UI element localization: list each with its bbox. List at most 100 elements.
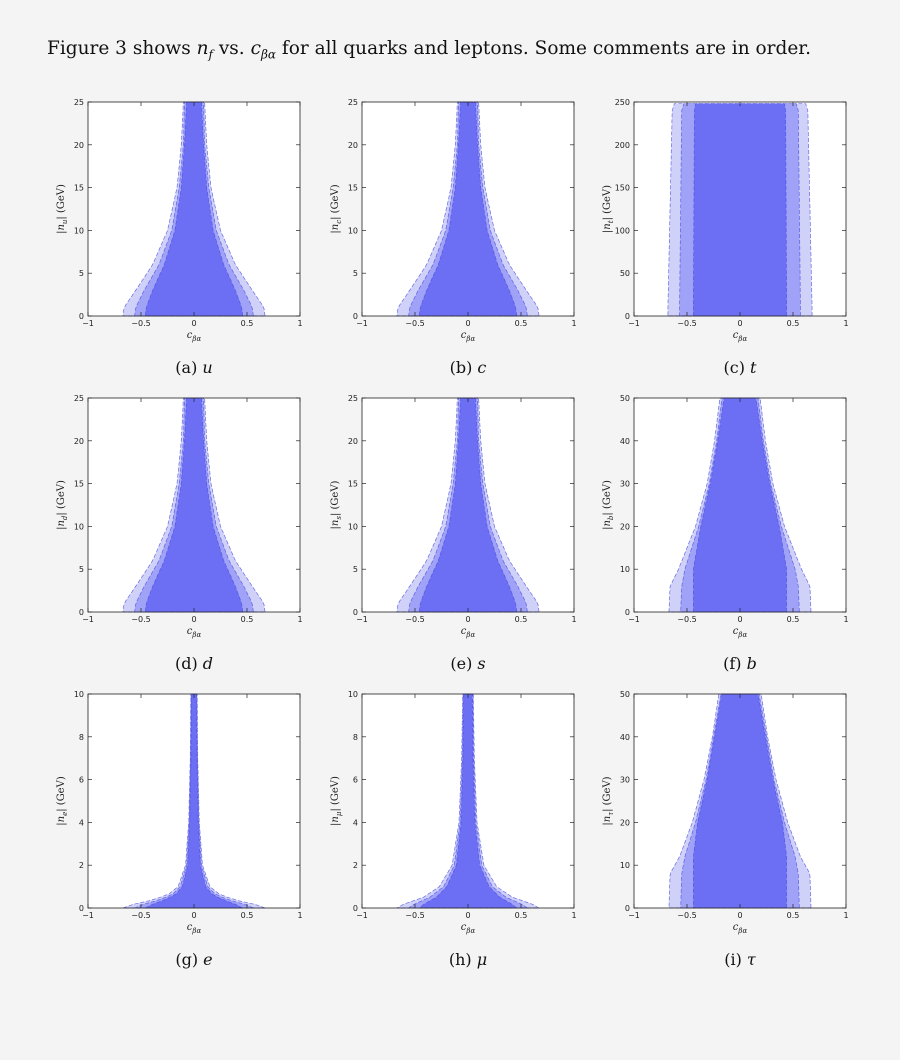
x-tick-label: −1 [356,615,368,624]
panel-c: −1 −0.5 0 0.5 1 0 50 100 150 200 250 cβα​ |nt​| (GeV… [602,98,849,377]
x-tick-label: 1 [297,319,302,328]
y-tick-label: 0 [79,904,84,913]
panel-caption: (f) b [723,654,757,673]
x-axis-label: cβα​ [187,330,202,343]
x-tick-label: −1 [628,911,640,920]
y-tick-label: 8 [353,733,358,742]
y-tick-label: 8 [79,733,84,742]
panel-caption: (a) u [175,358,212,377]
y-tick-label: 10 [348,522,358,531]
y-tick-label: 15 [74,184,84,193]
y-axis-label: |nt​| (GeV) [602,185,615,233]
y-tick-label: 5 [353,269,358,278]
x-tick-label: 0.5 [515,615,528,624]
y-tick-label: 25 [348,98,358,107]
x-tick-label: −0.5 [131,615,150,624]
y-tick-label: 50 [620,394,630,403]
y-tick-label: 25 [74,394,84,403]
y-tick-label: 2 [79,861,84,870]
y-tick-label: 20 [348,141,358,150]
y-tick-label: 20 [620,818,630,827]
y-tick-label: 5 [353,565,358,574]
x-tick-label: −0.5 [405,615,424,624]
x-tick-label: −0.5 [677,319,696,328]
y-tick-label: 10 [74,226,84,235]
y-axis-label: |nu​| (GeV) [56,184,69,234]
y-tick-label: 200 [615,141,630,150]
y-tick-label: 0 [353,312,358,321]
x-tick-label: −0.5 [131,911,150,920]
x-tick-label: 0 [737,615,742,624]
x-tick-label: 1 [843,319,848,328]
x-tick-label: −1 [356,319,368,328]
x-tick-label: −1 [82,615,94,624]
y-tick-label: 5 [79,565,84,574]
x-tick-label: −1 [82,319,94,328]
y-tick-label: 30 [620,480,630,489]
panel-caption: (d) d [175,654,213,673]
y-tick-label: 50 [620,690,630,699]
y-tick-label: 25 [348,394,358,403]
x-tick-label: 0 [737,319,742,328]
y-tick-label: 10 [620,861,630,870]
x-tick-label: −1 [628,615,640,624]
y-tick-label: 6 [79,776,84,785]
y-tick-label: 20 [620,522,630,531]
y-tick-label: 10 [348,226,358,235]
x-tick-label: 0 [465,911,470,920]
x-tick-label: 1 [571,319,576,328]
y-axis-label: |ns​| (GeV) [330,480,343,529]
x-tick-label: −1 [356,911,368,920]
x-axis-label: cβα​ [733,626,748,639]
x-tick-label: 1 [843,615,848,624]
x-tick-label: 0 [191,911,196,920]
x-tick-label: 0.5 [241,615,254,624]
x-tick-label: −0.5 [405,319,424,328]
x-tick-label: 0.5 [787,615,800,624]
x-tick-label: −1 [628,319,640,328]
y-tick-label: 150 [615,184,630,193]
y-tick-label: 0 [79,312,84,321]
y-tick-label: 2 [353,861,358,870]
y-tick-label: 10 [74,690,84,699]
x-axis-label: cβα​ [461,330,476,343]
panel-caption: (e) s [450,654,485,673]
intro-var-c-sub: βα [260,47,276,62]
x-tick-label: 0 [465,615,470,624]
x-tick-label: 1 [571,615,576,624]
panel-caption: (g) e [175,950,212,969]
y-tick-label: 0 [625,904,630,913]
y-tick-label: 4 [79,818,84,827]
y-axis-label: |nb​| (GeV) [602,480,615,530]
x-tick-label: 0.5 [241,911,254,920]
y-tick-label: 0 [353,904,358,913]
intro-text-pre: Figure 3 shows [47,38,197,59]
y-axis-label: |nd​| (GeV) [56,480,69,530]
y-tick-label: 40 [620,733,630,742]
x-tick-label: −1 [82,911,94,920]
y-axis-label: |nτ​| (GeV) [602,776,615,825]
y-tick-label: 10 [620,565,630,574]
x-tick-label: 0.5 [515,319,528,328]
x-axis-label: cβα​ [461,922,476,935]
y-tick-label: 6 [353,776,358,785]
intro-var-n: n [196,38,209,59]
y-tick-label: 4 [353,818,358,827]
x-tick-label: 1 [571,911,576,920]
y-axis-label: |nμ​| (GeV) [330,776,343,826]
x-axis-label: cβα​ [187,626,202,639]
y-axis-label: |nc​| (GeV) [330,184,343,233]
y-tick-label: 10 [74,522,84,531]
x-tick-label: −0.5 [131,319,150,328]
x-tick-label: 0 [191,615,196,624]
y-tick-label: 0 [625,312,630,321]
x-tick-label: 0 [191,319,196,328]
panel-caption: (c) t [724,358,758,377]
